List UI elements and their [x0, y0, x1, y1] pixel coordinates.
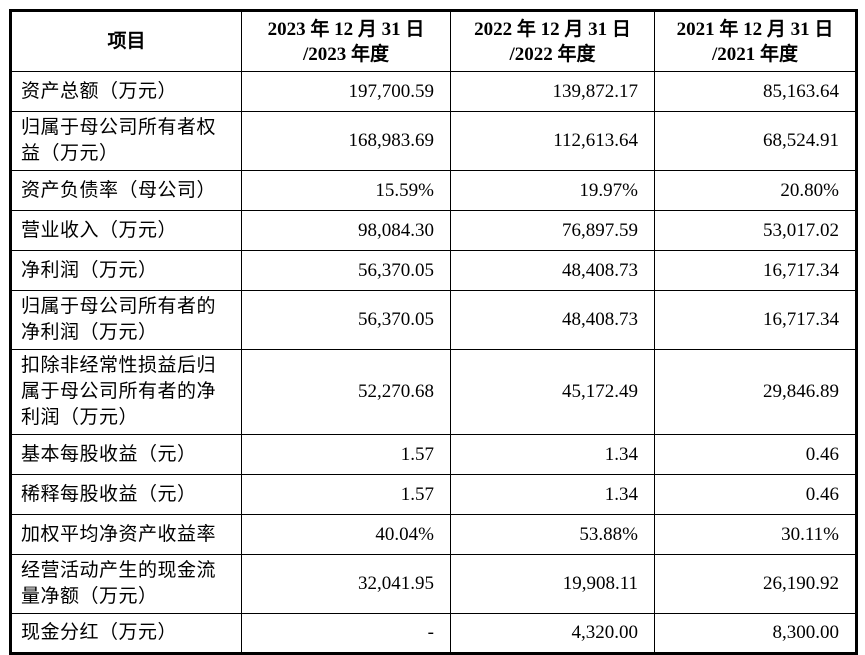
financial-summary-table: 项目 2023 年 12 月 31 日 /2023 年度 2022 年 12 月… [9, 9, 858, 655]
value-cell: 20.80% [654, 170, 857, 211]
row-label: 稀释每股收益（元） [10, 474, 242, 515]
header-period-2022-line2: /2022 年度 [509, 43, 596, 65]
header-period-2021-line1: 2021 年 12 月 31 日 [676, 18, 834, 40]
value-cell: 1.34 [450, 474, 655, 515]
table-row-parent-net-profit: 归属于母公司所有者的净利润（万元） 56,370.05 48,408.73 16… [10, 290, 857, 350]
row-label: 资产总额（万元） [10, 71, 242, 112]
header-period-2023-line1: 2023 年 12 月 31 日 [267, 18, 425, 40]
value-cell: 56,370.05 [241, 250, 451, 291]
row-label: 加权平均净资产收益率 [10, 514, 242, 555]
row-label: 营业收入（万元） [10, 210, 242, 251]
value-cell: 53,017.02 [654, 210, 857, 251]
value-cell: 53.88% [450, 514, 655, 555]
value-cell: 0.46 [654, 474, 857, 515]
header-item: 项目 [10, 10, 242, 72]
header-period-2022-line1: 2022 年 12 月 31 日 [474, 18, 631, 40]
table-row-basic-eps: 基本每股收益（元） 1.57 1.34 0.46 [10, 434, 857, 475]
value-cell: 19.97% [450, 170, 655, 211]
value-cell: - [241, 613, 451, 654]
table-row-cash-dividend: 现金分红（万元） - 4,320.00 8,300.00 [10, 613, 857, 654]
value-cell: 56,370.05 [241, 290, 451, 350]
value-cell: 197,700.59 [241, 71, 451, 112]
row-label: 净利润（万元） [10, 250, 242, 291]
value-cell: 16,717.34 [654, 250, 857, 291]
value-cell: 40.04% [241, 514, 451, 555]
row-label: 归属于母公司所有者的净利润（万元） [10, 290, 242, 350]
table-row-operating-cash-flow: 经营活动产生的现金流量净额（万元） 32,041.95 19,908.11 26… [10, 554, 857, 614]
value-cell: 48,408.73 [450, 290, 655, 350]
table-row-deducted-net-profit: 扣除非经常性损益后归属于母公司所有者的净利润（万元） 52,270.68 45,… [10, 349, 857, 435]
value-cell: 0.46 [654, 434, 857, 475]
table-row-diluted-eps: 稀释每股收益（元） 1.57 1.34 0.46 [10, 474, 857, 515]
value-cell: 16,717.34 [654, 290, 857, 350]
value-cell: 52,270.68 [241, 349, 451, 435]
row-label: 现金分红（万元） [10, 613, 242, 654]
value-cell: 4,320.00 [450, 613, 655, 654]
value-cell: 139,872.17 [450, 71, 655, 112]
table-row-parent-equity: 归属于母公司所有者权益（万元） 168,983.69 112,613.64 68… [10, 111, 857, 171]
table-row-total-assets: 资产总额（万元） 197,700.59 139,872.17 85,163.64 [10, 71, 857, 112]
value-cell: 85,163.64 [654, 71, 857, 112]
row-label: 扣除非经常性损益后归属于母公司所有者的净利润（万元） [10, 349, 242, 435]
value-cell: 98,084.30 [241, 210, 451, 251]
value-cell: 15.59% [241, 170, 451, 211]
value-cell: 29,846.89 [654, 349, 857, 435]
table-row-revenue: 营业收入（万元） 98,084.30 76,897.59 53,017.02 [10, 210, 857, 251]
value-cell: 112,613.64 [450, 111, 655, 171]
header-period-2021-line2: /2021 年度 [711, 43, 799, 65]
row-label: 资产负债率（母公司） [10, 170, 242, 211]
value-cell: 45,172.49 [450, 349, 655, 435]
value-cell: 168,983.69 [241, 111, 451, 171]
table-row-weighted-roe: 加权平均净资产收益率 40.04% 53.88% 30.11% [10, 514, 857, 555]
value-cell: 48,408.73 [450, 250, 655, 291]
value-cell: 1.34 [450, 434, 655, 475]
value-cell: 8,300.00 [654, 613, 857, 654]
header-period-2023: 2023 年 12 月 31 日 /2023 年度 [241, 10, 451, 72]
header-period-2023-line2: /2023 年度 [302, 43, 390, 65]
value-cell: 32,041.95 [241, 554, 451, 614]
table-row-net-profit: 净利润（万元） 56,370.05 48,408.73 16,717.34 [10, 250, 857, 291]
value-cell: 30.11% [654, 514, 857, 555]
header-period-2022: 2022 年 12 月 31 日 /2022 年度 [450, 10, 655, 72]
value-cell: 1.57 [241, 474, 451, 515]
row-label: 经营活动产生的现金流量净额（万元） [10, 554, 242, 614]
value-cell: 76,897.59 [450, 210, 655, 251]
header-period-2021: 2021 年 12 月 31 日 /2021 年度 [654, 10, 857, 72]
row-label: 基本每股收益（元） [10, 434, 242, 475]
header-row: 项目 2023 年 12 月 31 日 /2023 年度 2022 年 12 月… [10, 10, 857, 72]
value-cell: 1.57 [241, 434, 451, 475]
financial-summary-table-container: 项目 2023 年 12 月 31 日 /2023 年度 2022 年 12 月… [9, 9, 858, 655]
table-row-debt-ratio: 资产负债率（母公司） 15.59% 19.97% 20.80% [10, 170, 857, 211]
value-cell: 26,190.92 [654, 554, 857, 614]
row-label: 归属于母公司所有者权益（万元） [10, 111, 242, 171]
value-cell: 19,908.11 [450, 554, 655, 614]
value-cell: 68,524.91 [654, 111, 857, 171]
